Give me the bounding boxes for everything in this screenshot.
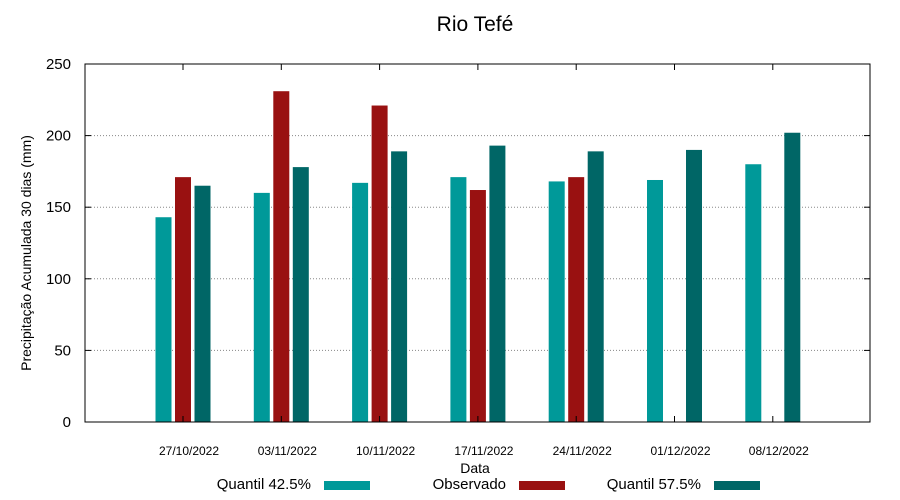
bar-observado-0 [175,177,191,422]
x-tick-label: 03/11/2022 [258,444,317,458]
legend-label: Quantil 42.5% [217,476,311,493]
legend-swatch [519,481,565,490]
y-tick-label: 250 [46,56,71,73]
y-tick-label: 150 [46,199,71,216]
bar-quantil-42-5--5 [647,179,663,422]
x-tick-label: 08/12/2022 [749,444,809,458]
y-tick-label: 200 [46,128,71,145]
bar-quantil-42-5--0 [155,217,172,422]
x-ticks: 27/10/2022 03/11/2022 10/11/2022 17/11/2022… [159,64,809,458]
y-tick-label: 0 [63,414,71,431]
bar-observado-4 [568,177,585,422]
legend-swatch [324,481,370,490]
x-axis-label: Data [460,460,490,476]
bar-quantil-57-5--6 [784,132,801,422]
grid-layer [85,135,870,351]
x-tick-label: 01/12/2022 [650,444,710,458]
bar-quantil-57-5--1 [292,167,309,422]
bar-quantil-42-5--3 [450,177,467,422]
x-tick-label: 17/11/2022 [454,444,513,458]
bar-quantil-57-5--3 [489,145,506,422]
bar-observado-1 [273,91,290,422]
x-tick-label: 27/10/2022 [159,444,219,458]
legend-swatch [714,481,760,490]
y-ticks: 0 50 100 150 200 250 [46,56,870,431]
x-tick-label: 10/11/2022 [356,444,415,458]
bar-observado-2 [371,105,388,422]
bar-quantil-42-5--2 [352,182,369,422]
bars-layer [155,91,801,423]
legend: Quantil 42.5% Observado Quantil 57.5% [217,476,760,493]
bar-observado-3 [469,190,486,422]
y-tick-label: 100 [46,271,71,288]
bar-quantil-42-5--6 [745,164,762,423]
bar-quantil-57-5--5 [686,149,702,423]
legend-label: Observado [433,476,506,493]
chart-title: Rio Tefé [437,13,514,36]
legend-label: Quantil 57.5% [607,476,701,493]
bar-quantil-57-5--2 [391,151,408,423]
bar-quantil-57-5--0 [194,185,211,422]
bar-quantil-42-5--4 [548,181,565,422]
y-axis-label: Precipitação Acumulada 30 dias (mm) [18,135,34,371]
x-tick-label: 24/11/2022 [553,444,612,458]
bar-quantil-57-5--4 [587,151,604,423]
bar-quantil-42-5--1 [253,192,270,422]
y-tick-label: 50 [54,342,71,359]
